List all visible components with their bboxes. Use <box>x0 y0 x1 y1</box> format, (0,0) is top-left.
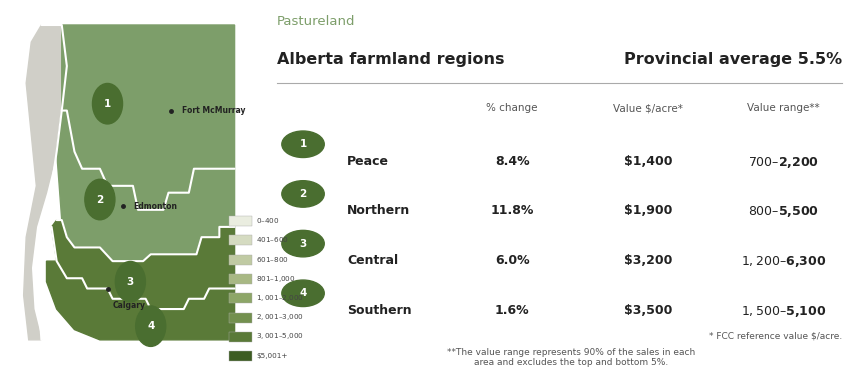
Text: $1,200–$6,300: $1,200–$6,300 <box>740 254 825 269</box>
Text: $800–$5,500: $800–$5,500 <box>747 204 818 219</box>
Circle shape <box>92 84 122 124</box>
Bar <box>229 332 252 342</box>
Text: $1,400: $1,400 <box>623 155 671 167</box>
Text: **The value range represents 90% of the sales in each
area and excludes the top : **The value range represents 90% of the … <box>446 348 694 367</box>
Text: Peace: Peace <box>347 155 389 167</box>
Text: 4: 4 <box>299 288 306 298</box>
Text: $700–$2,200: $700–$2,200 <box>747 155 818 170</box>
Text: $5,001+: $5,001+ <box>256 353 287 359</box>
Text: 3: 3 <box>126 277 134 287</box>
Polygon shape <box>46 261 235 340</box>
Text: Provincial average 5.5%: Provincial average 5.5% <box>624 52 841 67</box>
Polygon shape <box>56 110 235 261</box>
Text: 4: 4 <box>147 321 154 331</box>
Text: Northern: Northern <box>347 204 410 217</box>
Bar <box>229 216 252 226</box>
Circle shape <box>84 179 115 220</box>
Circle shape <box>281 230 324 257</box>
Text: 1: 1 <box>104 99 111 109</box>
Text: * FCC reference value $/acre.: * FCC reference value $/acre. <box>708 331 841 340</box>
Text: Edmonton: Edmonton <box>134 202 177 211</box>
Text: $1,500–$5,100: $1,500–$5,100 <box>740 304 825 319</box>
Text: Value range**: Value range** <box>746 103 819 113</box>
Polygon shape <box>61 25 235 210</box>
Text: 3: 3 <box>299 238 306 249</box>
Polygon shape <box>51 220 235 309</box>
Text: 1.6%: 1.6% <box>495 304 529 316</box>
Bar <box>229 351 252 361</box>
Text: $1,900: $1,900 <box>623 204 671 217</box>
Text: $601 – $800: $601 – $800 <box>256 255 289 264</box>
Circle shape <box>281 280 324 307</box>
Text: 1: 1 <box>299 139 306 149</box>
Circle shape <box>281 181 324 207</box>
Text: Fort McMurray: Fort McMurray <box>182 106 245 115</box>
Text: 11.8%: 11.8% <box>490 204 533 217</box>
Bar <box>229 293 252 303</box>
Text: 2: 2 <box>96 195 103 205</box>
Text: $3,001 – $5,000: $3,001 – $5,000 <box>256 332 304 342</box>
Text: Calgary: Calgary <box>113 301 146 309</box>
Text: $801 – $1,000: $801 – $1,000 <box>256 273 296 283</box>
Text: 6.0%: 6.0% <box>495 254 529 267</box>
Text: $401 – $600: $401 – $600 <box>256 236 289 244</box>
Bar <box>229 313 252 323</box>
Text: Alberta farmland regions: Alberta farmland regions <box>276 52 503 67</box>
Bar <box>229 255 252 265</box>
Text: 2: 2 <box>299 189 306 199</box>
Circle shape <box>281 131 324 158</box>
Text: Southern: Southern <box>347 304 411 316</box>
Text: Central: Central <box>347 254 397 267</box>
Text: $2,001 – $3,000: $2,001 – $3,000 <box>256 312 304 322</box>
Bar <box>229 236 252 245</box>
Polygon shape <box>24 25 67 340</box>
Bar <box>229 274 252 284</box>
Circle shape <box>136 306 165 346</box>
Text: $1,001 – $2,000: $1,001 – $2,000 <box>256 293 304 303</box>
Text: $0 – $400: $0 – $400 <box>256 216 280 225</box>
Text: Pastureland: Pastureland <box>276 15 355 28</box>
Text: % change: % change <box>486 103 537 113</box>
Circle shape <box>115 261 145 302</box>
Text: 8.4%: 8.4% <box>495 155 529 167</box>
Text: $3,500: $3,500 <box>623 304 671 316</box>
Text: Value $/acre*: Value $/acre* <box>612 103 682 113</box>
Text: $3,200: $3,200 <box>623 254 671 267</box>
